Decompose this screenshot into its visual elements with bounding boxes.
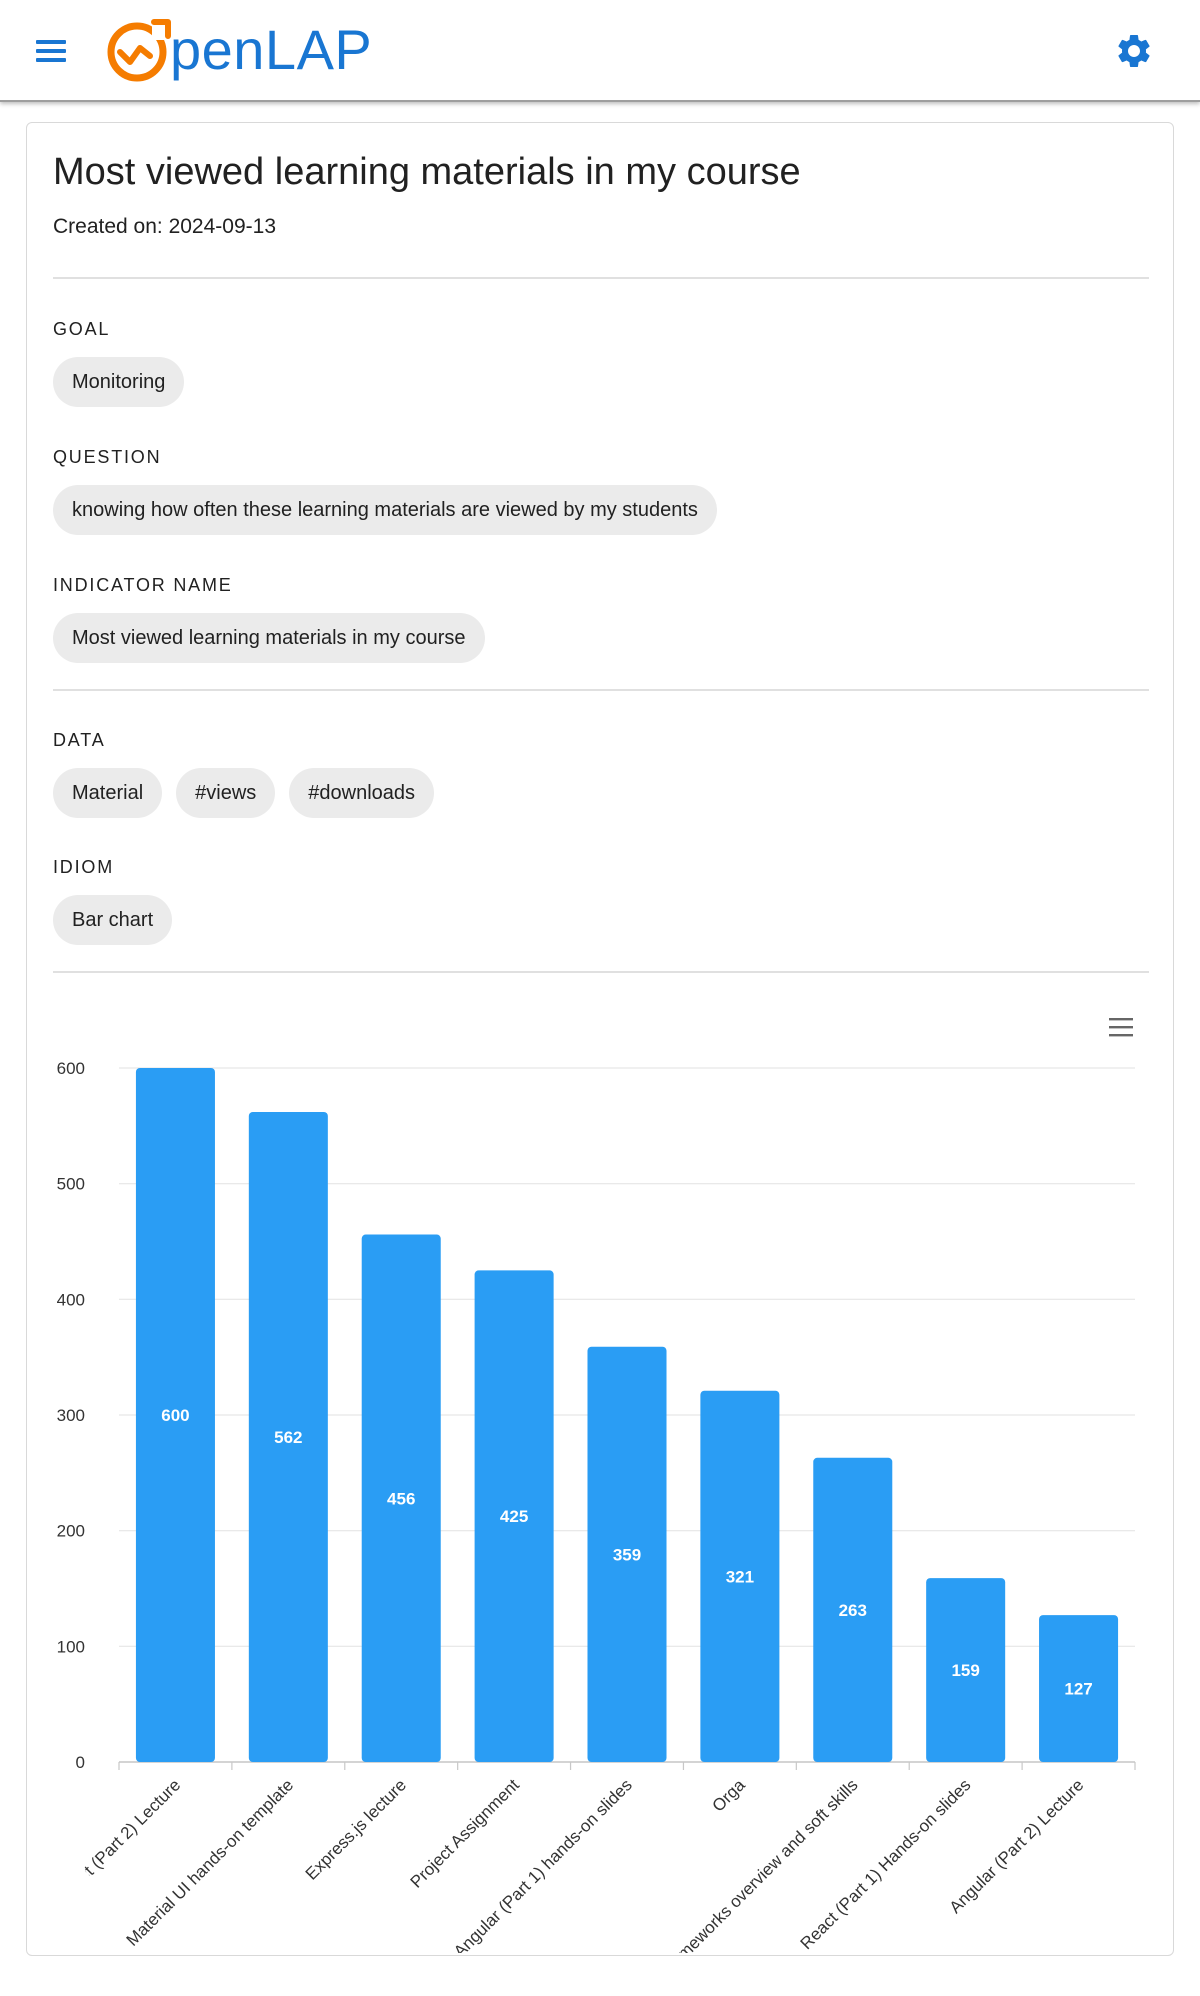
question-chip: knowing how often these learning materia… [53,485,717,535]
indicator-card: Most viewed learning materials in my cou… [26,122,1175,1981]
data-label: DATA [53,730,106,750]
bar [361,1234,441,1762]
bar-chart-container: 0 100 200 300 400 500 600 600 React (Part 2) Lec… [27,978,1175,1981]
idiom-label: IDIOM [53,857,114,877]
indicator-name-label: INDICATOR NAME [53,575,233,595]
question-label: QUESTION [53,447,162,467]
bar [587,1346,667,1762]
data-chip-views: #views [176,768,276,818]
bar-value-label: 456 [387,1489,415,1508]
bar [1039,1615,1119,1762]
bar-value-label: 425 [500,1507,528,1526]
hamburger-line [1109,1026,1133,1029]
x-category-label: Express.js lecture [302,1775,410,1883]
bar [813,1457,893,1762]
bar-value-label: 263 [839,1601,867,1620]
indicator-name-chip: Most viewed learning materials in my cou… [53,613,485,663]
data-chip-material: Material [53,768,163,818]
bar-value-label: 562 [274,1428,302,1447]
bar-value-label: 359 [613,1545,641,1564]
y-tick-label: 0 [76,1753,85,1772]
hamburger-icon[interactable] [1109,1018,1133,1037]
gear-icon[interactable] [1114,31,1154,71]
indicator-title: Most viewed learning materials in my cou… [53,151,801,193]
bar [474,1270,554,1762]
menu-icon[interactable] [30,33,72,69]
divider [53,689,1149,691]
bar [926,1578,1006,1762]
x-category-label: Orga [709,1775,750,1816]
bar-value-label: 600 [161,1406,189,1425]
idiom-chips: Bar chart [53,895,173,945]
x-category-label: Project Assignment [407,1775,524,1892]
indicator-name-chips: Most viewed learning materials in my cou… [53,613,485,663]
y-tick-label: 500 [57,1175,85,1194]
bar-value-label: 321 [726,1567,754,1586]
divider [53,277,1149,279]
y-tick-label: 200 [57,1522,85,1541]
y-tick-label: 600 [57,1059,85,1078]
data-chip-downloads: #downloads [289,768,435,818]
goal-chips: Monitoring [53,357,185,407]
hamburger-line [1109,1018,1133,1021]
bar-value-label: 159 [951,1661,979,1680]
bar-chart: 0 100 200 300 400 500 600 600 React (Part 2) Lec… [53,1018,1136,1981]
y-tick-label: 100 [57,1637,85,1656]
divider [53,971,1149,973]
data-chips: Material #views #downloads [53,768,435,818]
question-chips: knowing how often these learning materia… [53,485,717,535]
y-tick-label: 300 [57,1406,85,1425]
x-category-label: React (Part 2) Lecture [53,1775,185,1907]
created-date: Created on: 2024-09-13 [53,215,276,238]
goal-label: GOAL [53,319,111,339]
y-tick-label: 400 [57,1290,85,1309]
idiom-chip: Bar chart [53,895,173,945]
app-bar: penLAP [0,0,1200,102]
x-category-label: Angular (Part 1) hands-on slides [450,1775,636,1953]
goal-chip: Monitoring [53,357,185,407]
bar [135,1068,215,1762]
logo-o-icon [107,18,172,82]
bar [700,1390,780,1762]
bar [248,1111,328,1762]
app-logo[interactable]: penLAP [104,14,372,86]
bar-value-label: 127 [1064,1680,1092,1699]
hamburger-line [1109,1034,1133,1037]
logo-text: penLAP [170,18,373,81]
x-category-label: Angular (Part 2) Lecture [946,1775,1088,1917]
